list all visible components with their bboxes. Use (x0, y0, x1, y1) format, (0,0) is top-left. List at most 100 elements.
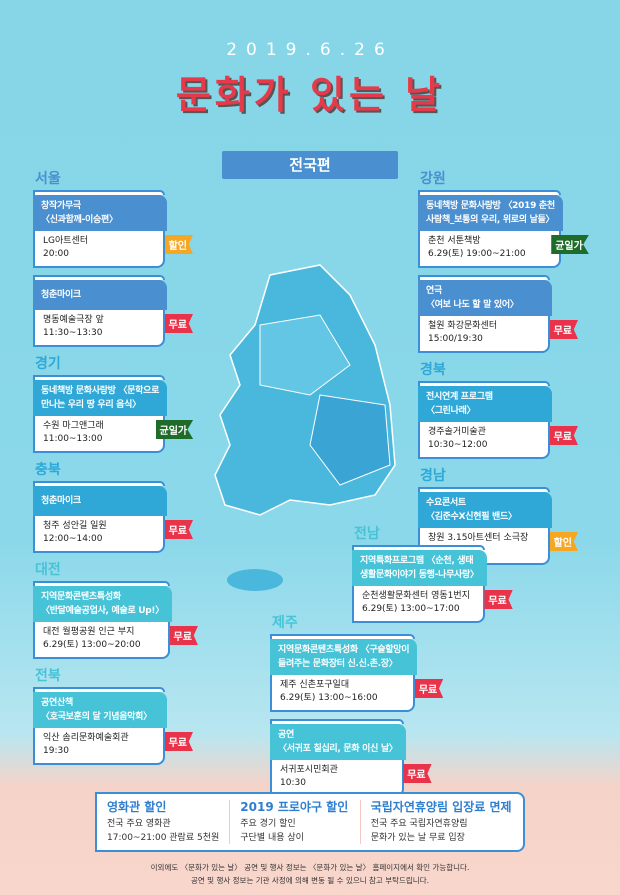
event-card[interactable]: 전시연계 프로그램 〈그린나래〉 경주솔거미술관 10:30~12:00 무료 (418, 381, 578, 459)
event-time: 12:00~14:00 (43, 534, 103, 544)
price-badge: 균일가 (155, 420, 194, 439)
event-title-block: 청춘마이크 (33, 280, 167, 310)
card-top (33, 481, 165, 486)
event-venue: LG아트센터 (43, 236, 89, 246)
region-label: 강원 (420, 171, 446, 187)
event-time: 6.29(토) 13:00~17:00 (362, 604, 460, 614)
price-badge: 무료 (169, 626, 198, 645)
region-label: 경남 (420, 468, 446, 484)
korea-map (214, 264, 396, 591)
benefit-line: 전국 주요 국립자연휴양림 (370, 819, 468, 829)
event-title: 청춘마이크 (41, 290, 81, 300)
event-time: 11:30~13:30 (43, 328, 103, 338)
price-badge: 무료 (549, 320, 578, 339)
region-label: 경기 (35, 356, 61, 372)
benefit-line: 전국 주요 영화관 (107, 819, 171, 829)
event-time: 10:30 (280, 778, 306, 788)
event-title: 수요콘서트 (426, 498, 466, 508)
event-venue: 대전 월평공원 인근 부지 (43, 627, 135, 637)
event-title-block: 지역특화프로그램 〈순천, 생태 생활문화이야기 동행-나무사랑〉 (352, 550, 487, 586)
event-time: 6.29(토) 13:00~16:00 (280, 693, 378, 703)
event-title-block: 연극 〈여보 나도 할 말 있어〉 (418, 280, 552, 316)
event-venue: 수원 마그앤그래 (43, 421, 104, 431)
event-details: 수원 마그앤그래 11:00~13:00 (33, 416, 166, 453)
event-time: 10:30~12:00 (428, 440, 488, 450)
event-venue: 제주 신촌포구일대 (280, 680, 350, 690)
benefit-line: 문화가 있는 날 무료 입장 (370, 833, 465, 843)
jeju-map (227, 569, 283, 591)
event-card[interactable]: 지역문화콘텐츠특성화 〈반달예술공업사, 예술로 Up!〉 대전 월평공원 인근… (33, 581, 198, 659)
event-venue: 순천생활문화센터 영동1번지 (362, 591, 470, 601)
central-region-map (259, 314, 351, 396)
event-subtitle: 〈반달예술공업사, 예술로 Up!〉 (41, 606, 164, 616)
event-time: 6.29(토) 13:00~20:00 (43, 640, 141, 650)
event-card[interactable]: 공연 〈서귀포 칠십리, 문화 이신 날〉 서귀포시민회관 10:30 무료 (270, 719, 432, 797)
event-card[interactable]: 동네책방 문화사랑방 〈2019 춘천 사람책_보통의 우리, 위로의 날들〉 … (418, 190, 589, 268)
event-venue: 서귀포시민회관 (280, 765, 338, 775)
event-title-block: 전시연계 프로그램 〈그린나래〉 (418, 386, 552, 422)
southeast-region-map (309, 394, 391, 486)
card-top (352, 545, 485, 550)
price-badge: 무료 (164, 314, 193, 333)
event-subtitle: 〈호국보훈의 달 기념음악회〉 (41, 712, 152, 722)
event-venue: 청주 성안길 일원 (43, 521, 107, 531)
event-details: 명동예술극장 앞 11:30~13:30 (33, 310, 165, 347)
event-title: 지역문화콘텐츠특성화 〈구슬할망이 (278, 645, 410, 655)
event-title-block: 청춘마이크 (33, 486, 167, 516)
event-card[interactable]: 공연산책 〈호국보훈의 달 기념음악회〉 익산 솜리문화예술회관 19:30 무… (33, 687, 193, 765)
region-label: 충북 (35, 462, 61, 478)
price-badge: 무료 (414, 679, 444, 698)
event-title: 공연산책 (41, 698, 73, 708)
event-title: 동네책방 문화사랑방 〈2019 춘천 (426, 201, 555, 211)
event-subtitle: 〈김준수X신현필 밴드〉 (426, 512, 517, 522)
event-details: 대전 월평공원 인근 부지 6.29(토) 13:00~20:00 (33, 622, 170, 659)
event-subtitle: 〈여보 나도 할 말 있어〉 (426, 300, 519, 310)
event-time: 15:00/19:30 (428, 334, 483, 344)
benefit-title: 영화관 할인 (107, 800, 167, 814)
card-top (33, 375, 166, 380)
event-subtitle: 〈그린나래〉 (426, 406, 476, 416)
card-top (33, 190, 165, 195)
event-venue: 창원 3.15아트센터 소극장 (428, 533, 529, 543)
benefit-line: 17:00~21:00 관람료 5천원 (107, 833, 220, 843)
event-card[interactable]: 연극 〈여보 나도 할 말 있어〉 철원 화강문화센터 15:00/19:30 … (418, 275, 578, 353)
price-badge: 무료 (549, 426, 578, 445)
event-subtitle: 들려주는 문화장터 신.신.촌.장〉 (278, 659, 398, 669)
event-title: 지역문화콘텐츠특성화 (41, 592, 121, 602)
event-title-block: 창작가무극 〈신과함께-이승편〉 (33, 195, 167, 231)
benefit-baseball: 2019 프로야구 할인 주요 경기 할인 구단별 내용 상이 (230, 800, 361, 844)
event-title: 동네책방 문화사랑방 〈문학으로 (41, 386, 160, 396)
event-card[interactable]: 창작가무극 〈신과함께-이승편〉 LG아트센터 20:00 할인 (33, 190, 193, 268)
event-card[interactable]: 지역문화콘텐츠특성화 〈구슬할망이 들려주는 문화장터 신.신.촌.장〉 제주 … (270, 634, 444, 712)
event-venue: 춘천 서툰책방 (428, 236, 481, 246)
event-title-block: 지역문화콘텐츠특성화 〈구슬할망이 들려주는 문화장터 신.신.촌.장〉 (270, 639, 418, 675)
event-title: 청춘마이크 (41, 496, 81, 506)
edition-badge: 전국편 (222, 151, 398, 179)
event-card[interactable]: 청춘마이크 청주 성안길 일원 12:00~14:00 무료 (33, 481, 193, 553)
event-time: 11:00~13:00 (43, 434, 103, 444)
benefit-title: 2019 프로야구 할인 (240, 800, 349, 814)
event-subtitle: 생활문화이야기 동행-나무사랑〉 (360, 570, 479, 580)
event-title: 창작가무극 (41, 201, 81, 211)
footer-note-2: 공연 및 행사 정보는 기관 사정에 의해 변동 될 수 있으니 참고 부탁드립… (191, 876, 429, 885)
price-badge: 무료 (484, 590, 513, 609)
event-time: 20:00 (43, 249, 69, 259)
event-card[interactable]: 동네책방 문화사랑방 〈문학으로 만나는 우리 땅 우리 음식〉 수원 마그앤그… (33, 375, 194, 453)
event-title: 전시연계 프로그램 (426, 392, 493, 402)
benefit-line: 주요 경기 할인 (240, 819, 296, 829)
card-top (418, 381, 550, 386)
card-top (33, 687, 165, 692)
region-label: 경북 (420, 362, 446, 378)
event-title-block: 수요콘서트 〈김준수X신현필 밴드〉 (418, 492, 552, 528)
region-label: 전북 (35, 668, 61, 684)
event-title: 공연 (278, 730, 294, 740)
event-title-block: 공연 〈서귀포 칠십리, 문화 이신 날〉 (270, 724, 406, 760)
region-label: 대전 (35, 562, 61, 578)
event-card[interactable]: 지역특화프로그램 〈순천, 생태 생활문화이야기 동행-나무사랑〉 순천생활문화… (352, 545, 513, 623)
event-details: 익산 솜리문화예술회관 19:30 (33, 728, 165, 765)
event-details: 춘천 서툰책방 6.29(토) 19:00~21:00 (418, 231, 561, 268)
event-card[interactable]: 청춘마이크 명동예술극장 앞 11:30~13:30 무료 (33, 275, 193, 347)
price-badge: 균일가 (551, 235, 589, 254)
